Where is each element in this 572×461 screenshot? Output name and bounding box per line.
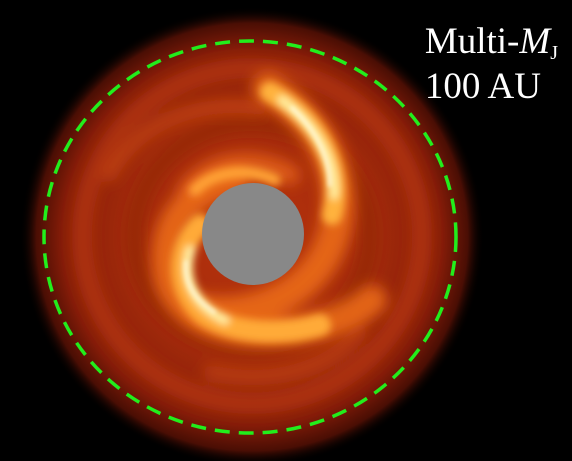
outer-ring-structure <box>72 58 432 414</box>
dashed-boundary-ring <box>42 39 458 435</box>
mass-subscript: J <box>550 42 558 64</box>
planet-mass-label: Multi-MJ 100 AU <box>425 20 558 109</box>
mass-scenario-label: Multi-MJ <box>425 20 558 65</box>
mass-prefix: Multi- <box>424 21 520 62</box>
arm-highlights <box>183 106 332 314</box>
mass-symbol: M <box>519 21 551 62</box>
distance-label: 100 AU <box>424 66 541 108</box>
central-mask <box>202 183 304 285</box>
